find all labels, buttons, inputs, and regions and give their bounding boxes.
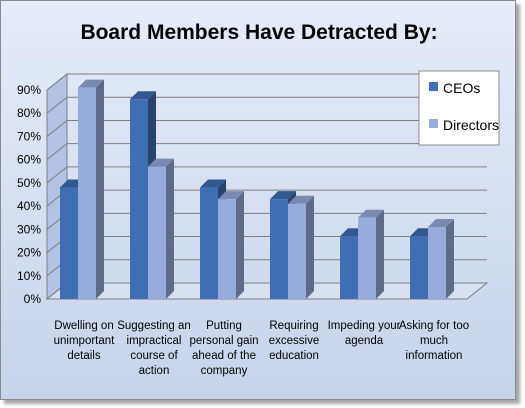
x-tick-label: Suggesting an impractical course of action [117, 320, 191, 377]
chart-frame: Board Members Have Detracted By: 0% 10% 20… [0, 0, 516, 400]
bar-front [270, 199, 288, 299]
bar-top [130, 91, 156, 100]
gridline [46, 189, 487, 207]
bar-front [200, 187, 218, 299]
bar-top [428, 219, 454, 228]
y-tick-label: 20% [17, 246, 41, 260]
y-tick-label: 30% [17, 222, 41, 236]
bar-front [288, 203, 306, 299]
bar-front [60, 187, 78, 299]
bar [148, 158, 174, 299]
x-axis-labels: Dwelling on unimportant detailsSuggesting … [54, 320, 470, 377]
bar [428, 219, 454, 299]
bars [60, 79, 454, 300]
y-tick-label: 40% [17, 199, 41, 213]
y-tick-label: 70% [17, 129, 41, 143]
bar-front [340, 236, 358, 299]
x-tick-label: Asking for too much information [399, 320, 469, 362]
bar-front [358, 217, 376, 299]
bar-front [78, 87, 96, 299]
bar-front [148, 166, 166, 299]
bar-side [446, 219, 454, 299]
legend-swatch-ceos [429, 82, 438, 91]
bar-side [166, 158, 174, 299]
x-tick-label: Dwelling on unimportant details [54, 320, 116, 362]
legend-swatch-directors [429, 119, 438, 128]
bar [218, 191, 244, 299]
bar-front [218, 199, 236, 299]
gridline [46, 119, 487, 137]
bar [78, 79, 104, 299]
y-tick-label: 0% [24, 292, 42, 306]
legend-label-directors: Directors [443, 117, 499, 133]
x-tick-label: Impeding your agenda [328, 320, 401, 347]
chart-title: Board Members Have Detracted By: [80, 21, 437, 44]
bar-side [306, 195, 314, 299]
gridline [46, 73, 487, 91]
y-tick-label: 60% [17, 153, 41, 167]
bar [288, 195, 314, 299]
bar-top [358, 209, 384, 218]
bar-top [78, 79, 104, 88]
x-tick-label: Putting personal gain ahead of the company [189, 320, 258, 377]
bar-front [410, 236, 428, 299]
gridline [46, 96, 487, 114]
bar-top [270, 191, 296, 200]
x-tick-label: Requiring excessive education [269, 320, 320, 362]
bar-top [148, 158, 174, 167]
bar-top [288, 195, 314, 204]
gridline [46, 166, 487, 184]
bar-chart: Board Members Have Detracted By: 0% 10% 20… [17, 21, 500, 377]
bar-front [428, 227, 446, 299]
y-axis-ticks: 0% 10% 20% 30% 40% 50% 60% 70% 80% 90% [17, 83, 41, 306]
gridline [46, 143, 487, 161]
bar-front [130, 99, 148, 300]
legend: CEOs Directors [418, 70, 500, 146]
legend-label-ceos: CEOs [443, 80, 480, 96]
y-tick-label: 50% [17, 176, 41, 190]
bar-side [376, 209, 384, 299]
y-tick-label: 10% [17, 269, 41, 283]
gridline [46, 212, 487, 230]
y-tick-label: 80% [17, 106, 41, 120]
bar-side [96, 79, 104, 299]
bar-top [200, 179, 226, 188]
bar-top [218, 191, 244, 200]
bar-side [236, 191, 244, 299]
bar [358, 209, 384, 299]
y-tick-label: 90% [17, 83, 41, 97]
